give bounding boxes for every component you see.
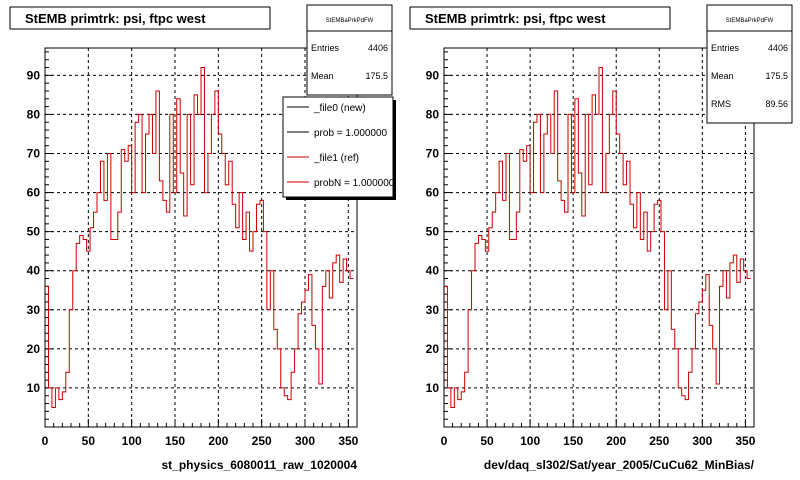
histogram-title: StEMB primtrk: psi, ftpc west: [425, 11, 606, 26]
x-tick-label: 100: [122, 434, 142, 448]
stats-value: 89.56: [765, 99, 788, 109]
y-tick-label: 10: [426, 381, 440, 395]
y-tick-label: 40: [426, 264, 440, 278]
title-box: [409, 6, 671, 30]
y-tick-label: 60: [426, 186, 440, 200]
y-tick-label: 60: [27, 186, 41, 200]
stats-value: 175.5: [365, 71, 388, 81]
y-tick-label: 50: [27, 225, 41, 239]
stats-box-name: StEMBaPrkPdFW: [326, 18, 374, 24]
stats-label: Entries: [311, 43, 340, 53]
x-tick-label: 150: [563, 434, 583, 448]
x-tick-label: 100: [520, 434, 540, 448]
legend-entry-label: prob = 1.000000: [314, 128, 388, 139]
y-tick-label: 80: [27, 107, 41, 121]
x-tick-label: 200: [606, 434, 626, 448]
legend-entry-label: _file0 (new): [313, 103, 366, 114]
y-tick-label: 40: [27, 264, 41, 278]
legend-box: [282, 96, 394, 198]
y-tick-label: 50: [426, 225, 440, 239]
x-tick-label: 350: [735, 434, 755, 448]
y-tick-label: 80: [426, 107, 440, 121]
stats-label: Entries: [711, 43, 740, 53]
histogram-series-line: [444, 67, 751, 408]
x-tick-label: 300: [692, 434, 712, 448]
x-tick-label: 150: [165, 434, 185, 448]
y-tick-label: 90: [27, 68, 41, 82]
x-tick-label: 0: [42, 434, 49, 448]
histogram-series-line: [45, 67, 354, 408]
legend-entry-label: _file1 (ref): [313, 153, 359, 164]
x-tick-label: 250: [252, 434, 272, 448]
stats-box: [306, 4, 393, 96]
y-tick-label: 10: [27, 381, 41, 395]
x-axis-title: st_physics_6080011_raw_1020004: [161, 458, 357, 472]
stats-label: Mean: [311, 71, 334, 81]
left-pad: 0 50 100 150 200 250 300 350 10 20 30 40 50 60 70 80 90 s…: [9, 4, 396, 472]
x-axis-title: dev/daq_sl302/Sat/year_2005/CuCu62_MinBi…: [484, 458, 755, 472]
stats-value: 175.5: [765, 71, 788, 81]
x-tick-label: 50: [480, 434, 494, 448]
y-tick-label: 20: [27, 342, 41, 356]
legend-entry-label: probN = 1.000000: [314, 178, 395, 189]
title-box: [9, 6, 271, 30]
y-tick-label: 30: [27, 303, 41, 317]
stats-label: RMS: [711, 99, 731, 109]
y-tick-label: 20: [426, 342, 440, 356]
x-tick-label: 50: [82, 434, 96, 448]
x-tick-label: 0: [441, 434, 448, 448]
y-tick-label: 90: [426, 68, 440, 82]
x-tick-label: 350: [338, 434, 358, 448]
stats-box-name: StEMBaPrkPdFW: [726, 18, 774, 24]
x-tick-label: 200: [208, 434, 228, 448]
y-tick-label: 70: [426, 146, 440, 160]
stats-value: 4406: [368, 43, 388, 53]
stats-box: [706, 4, 793, 124]
histogram-title: StEMB primtrk: psi, ftpc west: [25, 11, 206, 26]
x-tick-label: 250: [649, 434, 669, 448]
right-pad: 0 50 100 150 200 250 300 350 10 20 30 40 50 60 70 80 90 d…: [409, 4, 793, 472]
stats-label: Mean: [711, 71, 734, 81]
stats-value: 4406: [768, 43, 788, 53]
y-tick-label: 30: [426, 303, 440, 317]
y-tick-label: 70: [27, 146, 41, 160]
x-tick-label: 300: [295, 434, 315, 448]
